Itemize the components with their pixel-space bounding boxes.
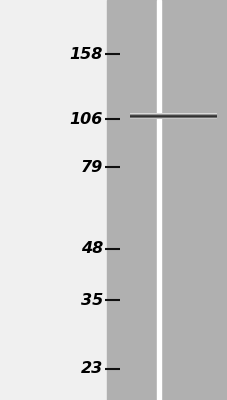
Text: 106: 106 bbox=[69, 112, 103, 127]
Bar bbox=[107, 0, 157, 400]
Text: 23: 23 bbox=[80, 361, 103, 376]
Bar bbox=[157, 0, 160, 400]
Text: 35: 35 bbox=[80, 293, 103, 308]
Text: 79: 79 bbox=[80, 160, 103, 175]
Bar bbox=[160, 0, 227, 400]
Text: 48: 48 bbox=[80, 241, 103, 256]
Text: 158: 158 bbox=[69, 46, 103, 62]
